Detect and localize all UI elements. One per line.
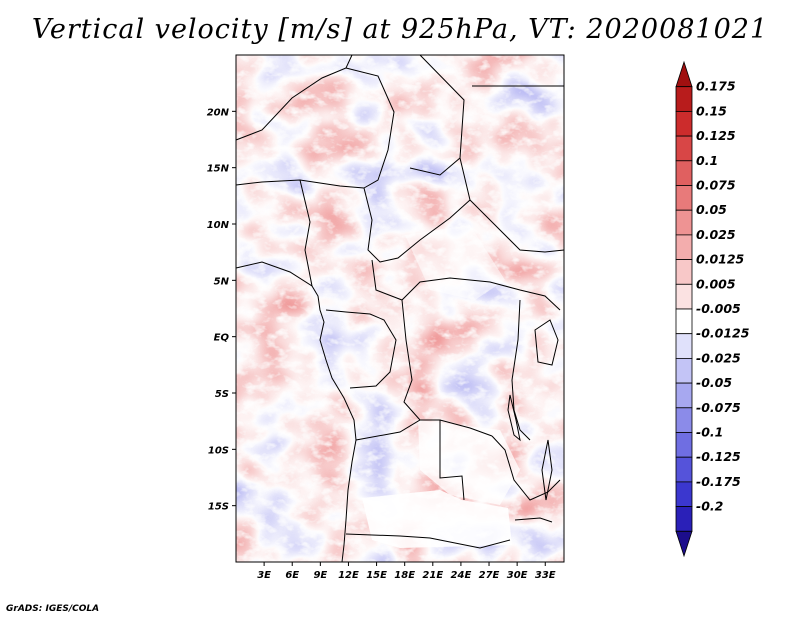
lon-label: 18E bbox=[394, 570, 415, 581]
lat-label: EQ bbox=[214, 333, 230, 344]
border-east-2 bbox=[491, 435, 561, 501]
colorbar-label: -0.05 bbox=[696, 375, 732, 390]
colorbar-label: -0.0125 bbox=[696, 326, 750, 341]
colorbar-bin bbox=[675, 432, 693, 458]
lon-label: 15E bbox=[366, 570, 387, 581]
colorbar: 0.175 0.15 0.125 0.1 0.075 0.05 0.025 0.0125 0.0… bbox=[675, 60, 750, 558]
colorbar-label: -0.2 bbox=[696, 499, 723, 514]
colorbar-bin bbox=[675, 259, 693, 285]
border-east-1 bbox=[459, 157, 565, 253]
lat-label: 10N bbox=[207, 220, 230, 231]
border-central-1 bbox=[363, 187, 471, 263]
colorbar-bin bbox=[675, 86, 693, 112]
colorbar-bin bbox=[675, 357, 693, 384]
colorbar-label: -0.1 bbox=[696, 425, 723, 440]
lake-malawi-outline bbox=[541, 439, 553, 501]
colorbar-bin bbox=[675, 135, 693, 162]
colorbar-bin bbox=[675, 308, 693, 335]
colorbar-label: 0.05 bbox=[696, 202, 727, 217]
colorbar-label: 0.0125 bbox=[696, 252, 745, 267]
lon-label: 3E bbox=[257, 570, 271, 581]
colorbar-bin bbox=[675, 234, 693, 260]
colorbar-bin bbox=[675, 283, 693, 310]
colorbar-bin bbox=[675, 530, 693, 558]
map-panel bbox=[236, 55, 564, 562]
lon-label: 33E bbox=[535, 570, 556, 581]
grads-credit: GrADS: IGES/COLA bbox=[6, 604, 100, 614]
lon-label: 9E bbox=[313, 570, 327, 581]
longitude-axis: 3E 6E 9E 12E 15E 18E 21E 24E 27E 30E 33E bbox=[257, 562, 556, 581]
colorbar-bin bbox=[675, 185, 693, 211]
lake-victoria-outline bbox=[534, 319, 559, 366]
colorbar-bin bbox=[675, 407, 693, 433]
colorbar-label: 0.15 bbox=[696, 103, 727, 118]
colorbar-label: 0.1 bbox=[696, 153, 718, 168]
colorbar-label: 0.025 bbox=[696, 227, 736, 242]
map-title: Vertical velocity [m/s] at 925hPa, VT: 2… bbox=[31, 14, 769, 45]
border-congo-2 bbox=[401, 299, 493, 437]
colorbar-label: -0.125 bbox=[696, 449, 741, 464]
country-borders bbox=[235, 54, 565, 563]
colorbar-label: -0.075 bbox=[696, 400, 741, 415]
colorbar-bin bbox=[675, 481, 693, 507]
border-angola bbox=[355, 419, 465, 501]
lon-label: 21E bbox=[422, 570, 443, 581]
border-congo-1 bbox=[325, 309, 397, 389]
coastline-west-africa bbox=[235, 261, 357, 563]
lat-label: 20N bbox=[207, 107, 230, 118]
border-central-3 bbox=[299, 179, 313, 287]
latitude-axis: 20N 15N 10N 5N EQ 5S 10S 15S bbox=[207, 107, 236, 513]
border-north-2 bbox=[345, 67, 395, 189]
colorbar-label: 0.125 bbox=[696, 128, 736, 143]
border-east-rift bbox=[511, 299, 531, 441]
lon-label: 6E bbox=[285, 570, 299, 581]
lat-label: 15S bbox=[208, 502, 229, 513]
calm-region-southeast bbox=[418, 420, 520, 505]
colorbar-bin bbox=[675, 60, 693, 88]
colorbar-label: -0.175 bbox=[696, 474, 741, 489]
lon-label: 30E bbox=[507, 570, 528, 581]
colorbar-bin bbox=[675, 382, 693, 409]
river-south bbox=[514, 517, 553, 523]
velocity-field bbox=[236, 55, 564, 562]
colorbar-label: 0.175 bbox=[696, 79, 736, 94]
colorbar-bin bbox=[675, 209, 693, 236]
colorbar-label: -0.025 bbox=[696, 350, 741, 365]
lake-tanganyika-outline bbox=[507, 394, 521, 442]
colorbar-bin bbox=[675, 456, 693, 483]
colorbar-label: -0.005 bbox=[696, 301, 741, 316]
colorbar-bin bbox=[675, 111, 693, 137]
colorbar-bin bbox=[675, 333, 693, 359]
lat-label: 15N bbox=[207, 164, 230, 175]
lon-label: 27E bbox=[479, 570, 500, 581]
colorbar-bin bbox=[675, 506, 693, 532]
border-south bbox=[345, 533, 511, 549]
lon-label: 12E bbox=[338, 570, 359, 581]
border-north-1 bbox=[235, 54, 353, 141]
lat-label: 10S bbox=[208, 445, 229, 456]
border-central-4 bbox=[371, 259, 561, 311]
colorbar-label: 0.005 bbox=[696, 276, 736, 291]
lon-label: 24E bbox=[451, 570, 472, 581]
lat-label: 5S bbox=[215, 389, 229, 400]
map-frame bbox=[235, 54, 565, 563]
colorbar-label: 0.075 bbox=[696, 178, 736, 193]
colorbar-bin bbox=[675, 160, 693, 186]
calm-region-south bbox=[362, 490, 512, 548]
lat-label: 5N bbox=[214, 276, 230, 287]
